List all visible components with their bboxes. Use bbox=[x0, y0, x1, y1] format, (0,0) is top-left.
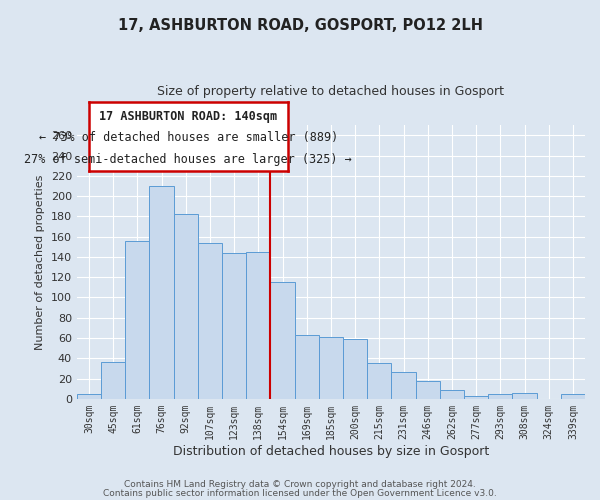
Bar bbox=[149, 186, 173, 399]
Bar bbox=[77, 394, 101, 399]
Bar bbox=[391, 372, 416, 399]
Bar bbox=[512, 393, 536, 399]
Bar bbox=[561, 394, 585, 399]
Text: Contains public sector information licensed under the Open Government Licence v3: Contains public sector information licen… bbox=[103, 489, 497, 498]
Title: Size of property relative to detached houses in Gosport: Size of property relative to detached ho… bbox=[157, 84, 505, 98]
Text: 17, ASHBURTON ROAD, GOSPORT, PO12 2LH: 17, ASHBURTON ROAD, GOSPORT, PO12 2LH bbox=[118, 18, 482, 32]
Text: Contains HM Land Registry data © Crown copyright and database right 2024.: Contains HM Land Registry data © Crown c… bbox=[124, 480, 476, 489]
Bar bbox=[271, 282, 295, 399]
Bar bbox=[173, 214, 198, 399]
Y-axis label: Number of detached properties: Number of detached properties bbox=[35, 174, 45, 350]
X-axis label: Distribution of detached houses by size in Gosport: Distribution of detached houses by size … bbox=[173, 444, 489, 458]
Bar bbox=[440, 390, 464, 399]
Bar bbox=[246, 252, 271, 399]
Bar bbox=[101, 362, 125, 399]
Bar bbox=[125, 240, 149, 399]
Bar bbox=[295, 335, 319, 399]
Bar bbox=[488, 394, 512, 399]
Bar bbox=[367, 364, 391, 399]
Bar bbox=[416, 380, 440, 399]
Bar bbox=[222, 253, 246, 399]
Bar bbox=[343, 339, 367, 399]
Bar bbox=[319, 337, 343, 399]
Bar bbox=[464, 396, 488, 399]
Bar bbox=[198, 242, 222, 399]
